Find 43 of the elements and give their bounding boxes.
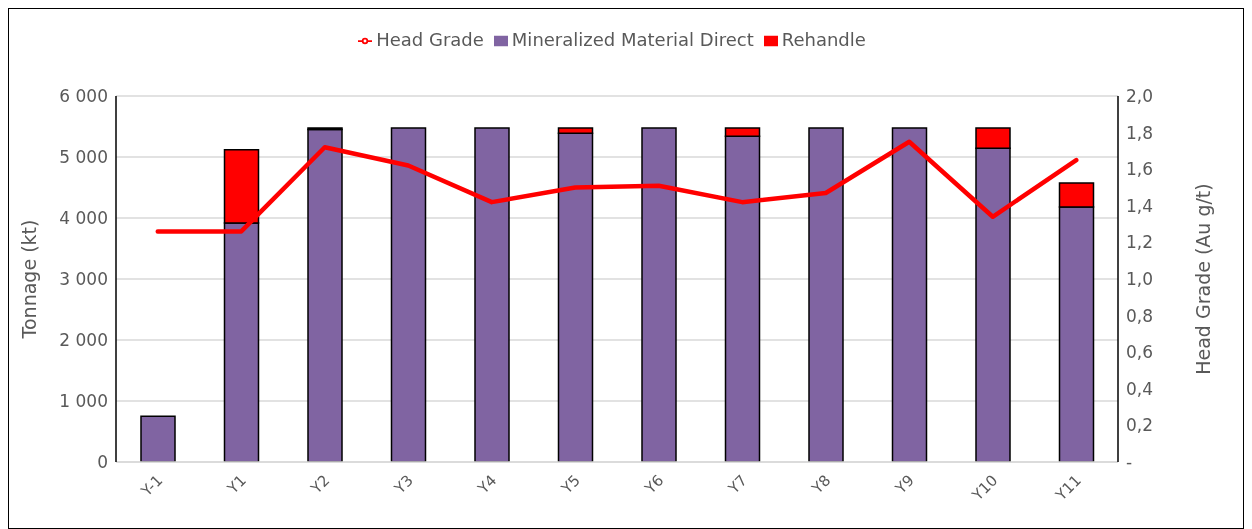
y2-tick-label: 0,2 [1126, 415, 1154, 436]
x-tick-label: Y10 [967, 471, 1002, 505]
y2-tick-label: 2,0 [1126, 86, 1154, 107]
x-tick-label: Y4 [473, 471, 501, 499]
y2-tick-label: 0,6 [1126, 342, 1154, 363]
x-tick-label: Y2 [306, 471, 334, 499]
y2-tick-label: 0,8 [1126, 305, 1154, 326]
x-tick-label: Y7 [724, 471, 751, 499]
x-tick-label: Y1 [223, 471, 250, 499]
x-tick-label: Y11 [1051, 471, 1085, 505]
x-tick-label: Y3 [390, 471, 417, 499]
bar [474, 127, 510, 462]
legend-label: Mineralized Material Direct [511, 29, 754, 50]
x-tick-label: Y9 [891, 471, 918, 499]
y-axis-title: Tonnage (kt) [17, 219, 40, 340]
bar [307, 128, 343, 462]
legend-label: Rehandle [781, 29, 866, 50]
bar [891, 127, 928, 462]
y-tick-label: 3 000 [59, 269, 108, 290]
bar [641, 127, 677, 462]
y2-tick-label: 1,0 [1126, 269, 1154, 290]
y2-tick-label: 1,6 [1126, 159, 1154, 180]
x-tick-label: Y-1 [137, 471, 167, 501]
y-tick-label: 6 000 [59, 86, 108, 107]
x-tick-label: Y8 [807, 471, 835, 499]
y2-tick-label: - [1126, 452, 1133, 473]
y2-tick-label: 1,4 [1126, 195, 1154, 216]
y-tick-label: 1 000 [59, 391, 108, 412]
y-tick-label: 4 000 [59, 208, 108, 229]
y2-tick-label: 0,4 [1126, 378, 1154, 399]
y-tick-label: 5 000 [59, 147, 108, 168]
legend-label: Head Grade [376, 29, 484, 50]
y2-axis-title: Head Grade (Au g/t) [1191, 183, 1214, 375]
bar [140, 415, 176, 462]
bar [390, 127, 427, 462]
bar [808, 127, 844, 462]
line-series [155, 139, 1079, 234]
x-tick-label: Y6 [640, 471, 668, 499]
y2-tick-label: 1,8 [1126, 122, 1154, 143]
y-tick-label: 0 [97, 452, 108, 473]
y2-tick-label: 1,2 [1126, 232, 1154, 253]
x-tick-label: Y5 [557, 471, 584, 499]
y-tick-label: 2 000 [59, 330, 108, 351]
